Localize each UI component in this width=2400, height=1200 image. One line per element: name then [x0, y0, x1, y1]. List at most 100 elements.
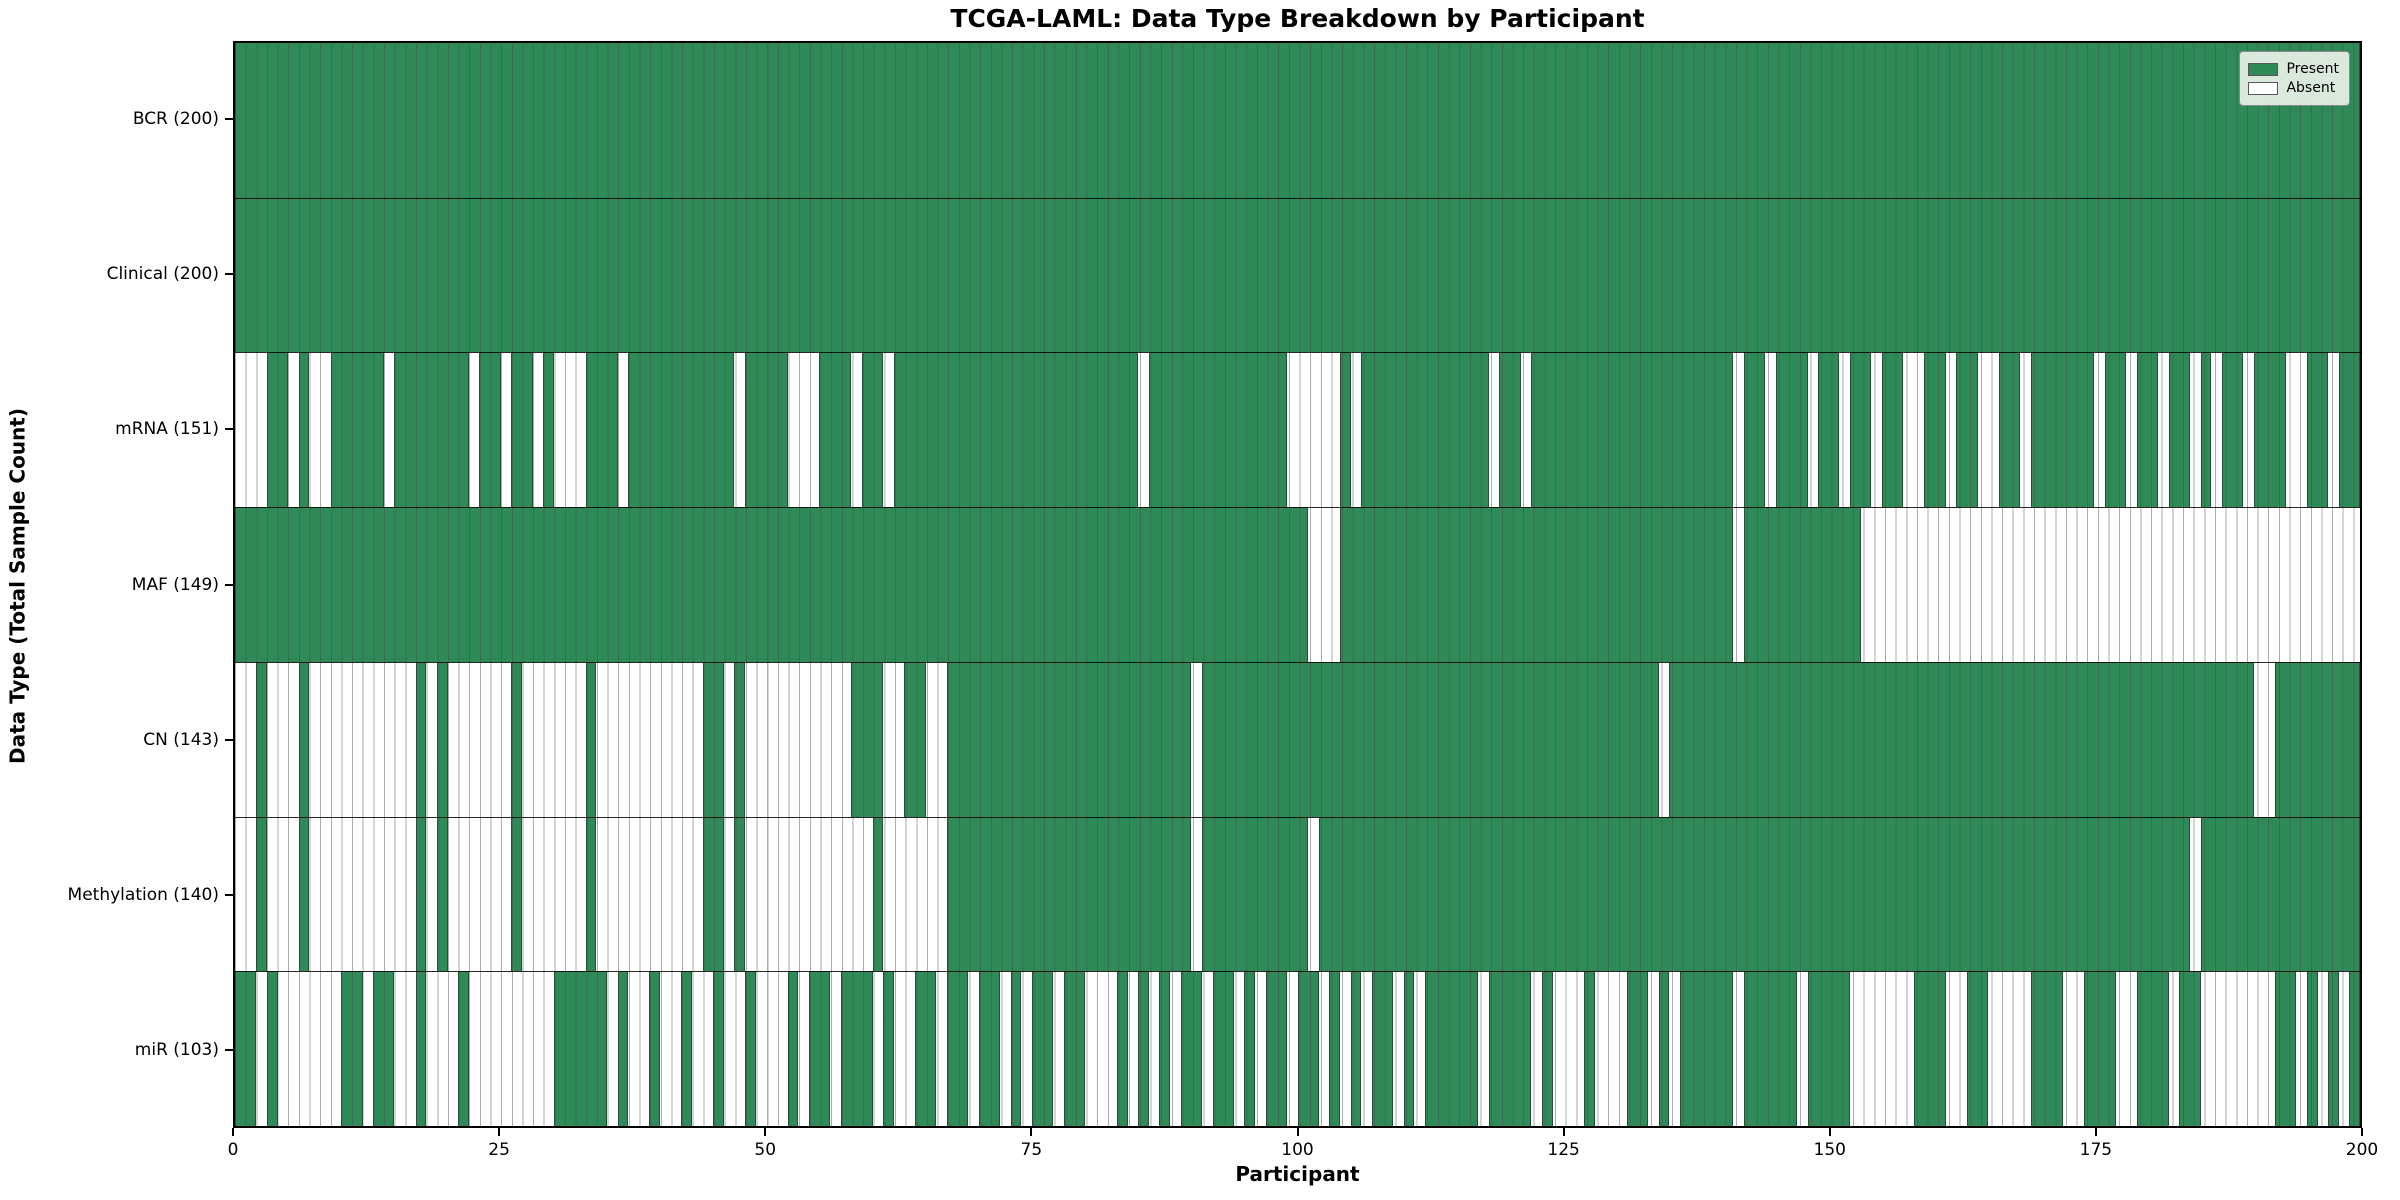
present-run-mRNA — [2030, 352, 2095, 508]
row-label-BCR: BCR (200) — [132, 108, 219, 129]
present-run-mRNA — [893, 352, 1139, 508]
present-run-CN — [702, 661, 724, 817]
x-tick — [232, 1128, 234, 1136]
y-tick — [225, 738, 233, 741]
present-run-mRNA — [2200, 352, 2212, 508]
present-run-miR — [1063, 971, 1085, 1126]
present-run-mRNA — [745, 352, 788, 508]
plot-area: Present Absent — [233, 41, 2362, 1128]
row-label-mRNA: mRNA (151) — [115, 419, 219, 440]
present-run-Methylation — [946, 816, 1192, 972]
x-axis-title: Participant — [1235, 1162, 1360, 1186]
present-run-miR — [713, 971, 724, 1126]
present-run-miR — [266, 971, 278, 1126]
y-tick — [225, 1049, 233, 1052]
present-run-Methylation — [585, 816, 597, 972]
present-run-miR — [1541, 971, 1553, 1126]
x-tick-label: 0 — [227, 1140, 239, 1160]
chart-title: TCGA-LAML: Data Type Breakdown by Partic… — [950, 4, 1645, 33]
present-run-miR — [458, 971, 469, 1126]
present-run-miR — [1680, 971, 1734, 1126]
present-run-MAF — [1743, 507, 1861, 662]
present-run-miR — [649, 971, 660, 1126]
present-run-miR — [1913, 971, 1946, 1126]
heatmap-cells — [235, 43, 2360, 1126]
present-run-miR — [808, 971, 830, 1126]
present-run-CN — [904, 661, 926, 817]
present-run-miR — [1031, 971, 1054, 1126]
present-run-miR — [946, 971, 969, 1126]
present-run-miR — [840, 971, 873, 1126]
present-run-CN — [734, 661, 745, 817]
present-run-miR — [1138, 971, 1149, 1126]
present-run-mRNA — [2136, 352, 2159, 508]
present-run-miR — [235, 971, 257, 1126]
legend-item-absent: Absent — [2248, 80, 2339, 96]
row-label-Methylation: Methylation (140) — [67, 885, 219, 906]
present-run-miR — [1807, 971, 1850, 1126]
present-run-mRNA — [1956, 352, 1978, 508]
present-run-Methylation — [256, 816, 267, 972]
present-run-miR — [1350, 971, 1362, 1126]
present-run-Methylation — [436, 816, 448, 972]
present-run-mRNA — [479, 352, 501, 508]
present-swatch — [2248, 62, 2279, 76]
present-run-mRNA — [1775, 352, 1808, 508]
present-run-mRNA — [543, 352, 554, 508]
present-run-miR — [2306, 971, 2318, 1126]
present-run-mRNA — [2253, 352, 2286, 508]
present-run-CN — [1201, 661, 1659, 817]
present-run-mRNA — [628, 352, 735, 508]
present-run-miR — [1584, 971, 1595, 1126]
x-tick — [498, 1128, 501, 1136]
legend-label-present: Present — [2286, 61, 2339, 77]
present-run-BCR — [235, 43, 2360, 198]
present-run-miR — [1743, 971, 1797, 1126]
x-tick-label: 175 — [2079, 1140, 2113, 1160]
row-label-miR: miR (103) — [134, 1040, 219, 1061]
present-run-mRNA — [1998, 352, 2020, 508]
present-run-mRNA — [2168, 352, 2190, 508]
row-label-Clinical: Clinical (200) — [106, 263, 219, 284]
x-tick — [2094, 1128, 2097, 1136]
row-label-MAF: MAF (149) — [131, 574, 219, 595]
present-run-CN — [511, 661, 522, 817]
x-tick — [1828, 1128, 1831, 1136]
present-run-mRNA — [1499, 352, 1521, 508]
present-run-mRNA — [1818, 352, 1840, 508]
present-run-mRNA — [2338, 352, 2360, 508]
legend-item-present: Present — [2248, 61, 2339, 77]
row-separator — [235, 971, 2360, 973]
present-run-miR — [1116, 971, 1128, 1126]
present-run-mRNA — [2221, 352, 2244, 508]
x-tick — [2361, 1128, 2363, 1136]
present-run-mRNA — [298, 352, 310, 508]
row-label-CN: CN (143) — [143, 729, 219, 750]
present-run-mRNA — [1881, 352, 1904, 508]
present-run-miR — [1297, 971, 1319, 1126]
present-run-Methylation — [1201, 816, 1309, 972]
present-run-mRNA — [1924, 352, 1946, 508]
present-run-miR — [745, 971, 756, 1126]
present-run-mRNA — [1850, 352, 1872, 508]
present-run-CN — [298, 661, 310, 817]
present-run-miR — [2328, 971, 2339, 1126]
present-run-mRNA — [1531, 352, 1734, 508]
present-run-miR — [2136, 971, 2169, 1126]
present-run-miR — [341, 971, 363, 1126]
present-run-miR — [915, 971, 937, 1126]
present-run-miR — [617, 971, 629, 1126]
x-tick-label: 25 — [488, 1140, 510, 1160]
row-separator — [235, 816, 2360, 818]
x-tick-label: 125 — [1547, 1140, 1580, 1160]
present-run-mRNA — [266, 352, 289, 508]
present-run-Methylation — [702, 816, 724, 972]
present-run-CN — [851, 661, 884, 817]
present-run-CN — [415, 661, 427, 817]
present-run-miR — [1488, 971, 1532, 1126]
present-run-miR — [1180, 971, 1202, 1126]
present-run-Methylation — [511, 816, 522, 972]
present-run-miR — [553, 971, 607, 1126]
present-run-mRNA — [2306, 352, 2329, 508]
